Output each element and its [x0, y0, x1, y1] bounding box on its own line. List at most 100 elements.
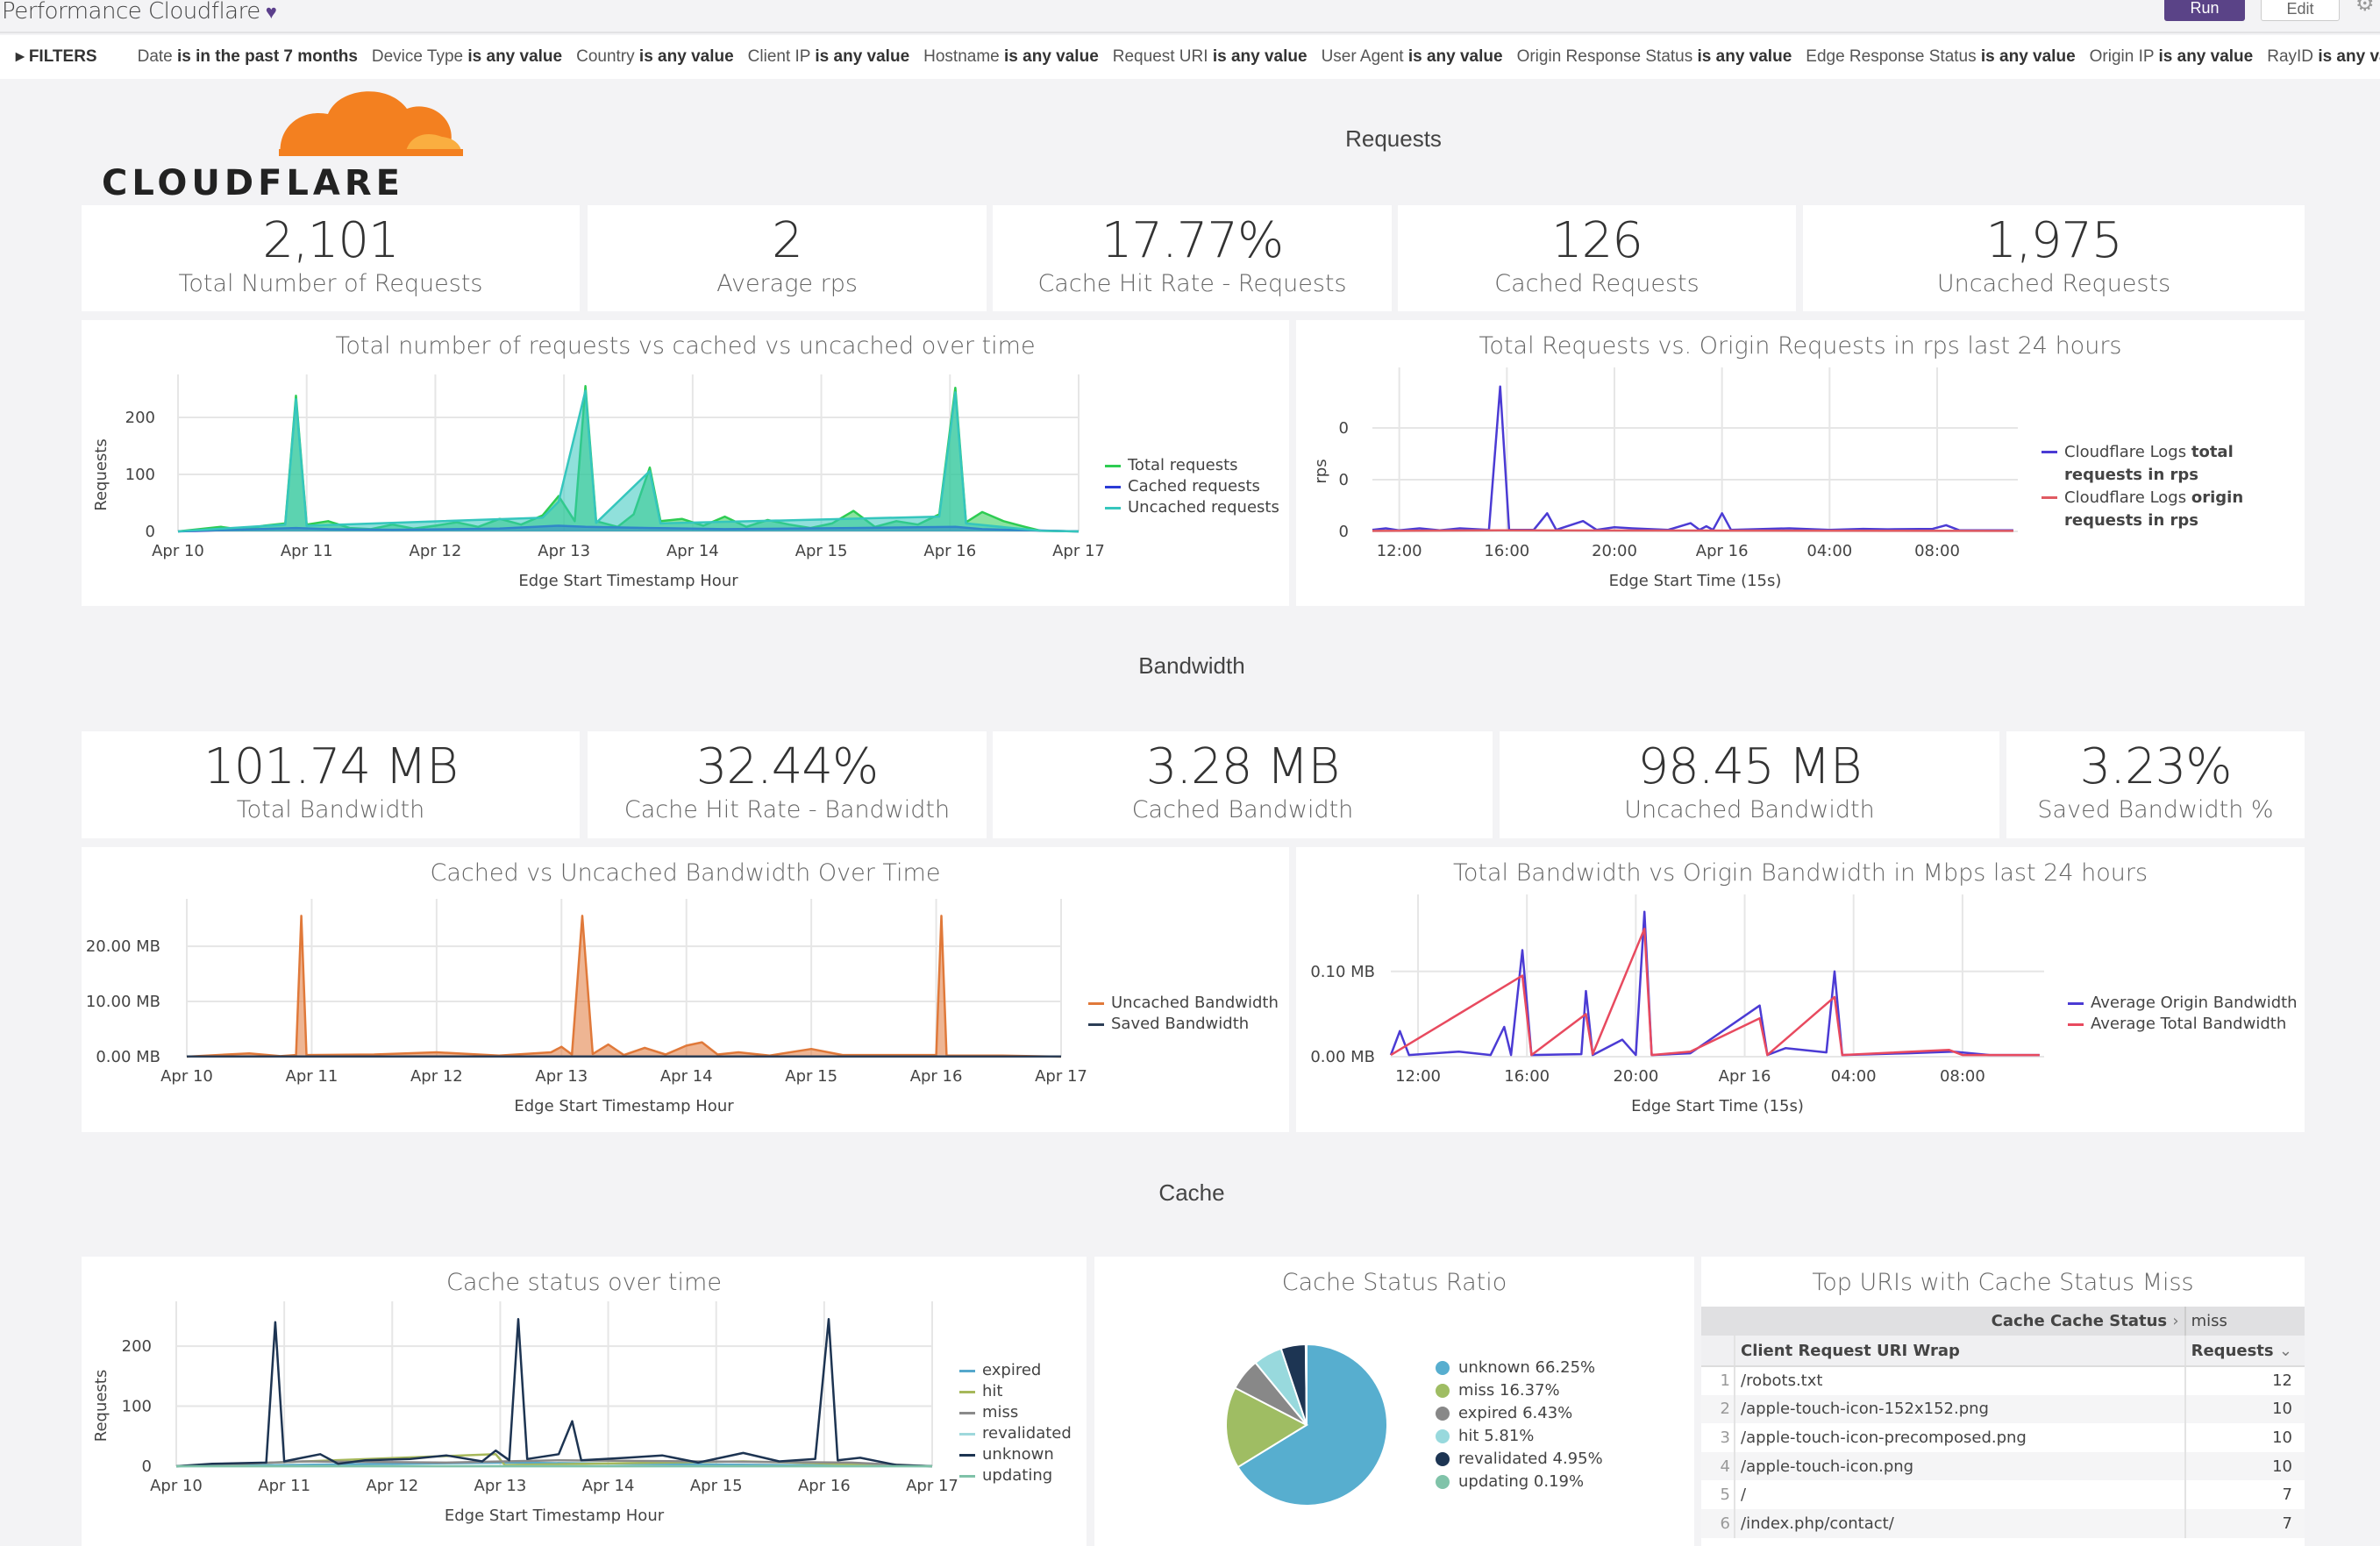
kpi-label: Cached Requests	[1398, 270, 1796, 297]
filter-chip[interactable]: Date is in the past 7 months	[138, 47, 358, 66]
kpi-value: 3.28 MB	[993, 738, 1493, 795]
top-uris-table-card: Top URIs with Cache Status Miss Cache Ca…	[1701, 1257, 2305, 1546]
chart-legend: Cloudflare Logs total requests in rps Cl…	[2042, 441, 2270, 532]
filter-field: Date	[138, 47, 173, 66]
kpi-value: 1,975	[1803, 212, 2305, 269]
kpi-value: 3.23%	[2006, 738, 2305, 795]
legend-item-expired[interactable]: expired 6.43%	[1436, 1402, 1603, 1425]
filter-chip[interactable]: Client IP is any value	[748, 47, 909, 66]
legend-item-total-bandwidth[interactable]: Average Total Bandwidth	[2068, 1014, 2298, 1035]
filter-chip[interactable]: Country is any value	[576, 47, 734, 66]
legend-item-hit[interactable]: hit	[959, 1381, 1072, 1402]
table-title: Top URIs with Cache Status Miss	[1701, 1269, 2305, 1296]
edit-button[interactable]: Edit	[2261, 0, 2340, 21]
filter-chip[interactable]: RayID is any valu...	[2267, 47, 2380, 66]
filter-condition: is any value	[1213, 47, 1308, 66]
gear-icon[interactable]: ⚙	[2355, 0, 2375, 17]
legend-item-revalidated[interactable]: revalidated	[959, 1423, 1072, 1444]
row-number: 5	[1701, 1480, 1735, 1509]
y-tick-label: 0	[1339, 419, 1349, 438]
legend-dot	[1436, 1475, 1450, 1489]
x-tick-label: Apr 10	[160, 1067, 213, 1086]
x-tick-label: 12:00	[1395, 1067, 1441, 1086]
kpi-value: 32.44%	[588, 738, 987, 795]
y-tick-label: 200	[125, 409, 155, 427]
heart-icon[interactable]: ♥	[266, 2, 277, 24]
series-unknown	[176, 1319, 932, 1466]
filter-chip[interactable]: Origin IP is any value	[2090, 47, 2254, 66]
filters-label: FILTERS	[29, 47, 97, 66]
x-tick-label: Apr 14	[666, 542, 719, 560]
legend-item-uncached-requests[interactable]: Uncached requests	[1105, 497, 1279, 518]
chart-bandwidth-over-time: Cached vs Uncached Bandwidth Over Time A…	[82, 847, 1289, 1132]
chart-legend: Uncached Bandwidth Saved Bandwidth	[1088, 993, 1279, 1035]
kpi-value: 98.45 MB	[1500, 738, 1999, 795]
legend-item-miss[interactable]: miss 16.37%	[1436, 1379, 1603, 1402]
filter-chip[interactable]: User Agent is any value	[1322, 47, 1503, 66]
table-row[interactable]: 5/7	[1701, 1480, 2305, 1509]
x-tick-label: Apr 11	[286, 1067, 338, 1086]
legend-item-updating[interactable]: updating 0.19%	[1436, 1471, 1603, 1493]
pie-slice-updating[interactable]	[1306, 1344, 1307, 1425]
x-tick-label: Apr 16	[923, 542, 976, 560]
x-tick-label: 16:00	[1504, 1067, 1550, 1086]
filters-toggle[interactable]: ▸ FILTERS	[16, 47, 97, 66]
y-tick-label: 0	[142, 1457, 152, 1476]
legend-item-unknown[interactable]: unknown 66.25%	[1436, 1357, 1603, 1379]
row-number: 2	[1701, 1395, 1735, 1424]
requests-cell: 7	[2185, 1480, 2305, 1509]
run-button[interactable]: Run	[2164, 0, 2245, 21]
kpi-value: 101.74 MB	[82, 738, 580, 795]
legend-item-updating[interactable]: updating	[959, 1465, 1072, 1486]
x-tick-label: Apr 14	[582, 1477, 635, 1495]
legend-item-unknown[interactable]: unknown	[959, 1444, 1072, 1465]
legend-label: unknown	[982, 1444, 1054, 1465]
filter-chip[interactable]: Request URI is any value	[1113, 47, 1308, 66]
filter-chip[interactable]: Hostname is any value	[923, 47, 1099, 66]
x-tick-label: Apr 16	[1719, 1067, 1771, 1086]
caret-right-icon: ▸	[16, 47, 25, 66]
kpi-value: 126	[1398, 212, 1796, 269]
x-tick-label: Apr 15	[690, 1477, 743, 1495]
x-tick-label: 16:00	[1484, 542, 1529, 560]
x-axis-title: Edge Start Timestamp Hour	[445, 1507, 665, 1525]
column-header-uri[interactable]: Client Request URI Wrap	[1735, 1336, 2185, 1366]
legend-item-hit[interactable]: hit 5.81%	[1436, 1425, 1603, 1448]
legend-item-miss[interactable]: miss	[959, 1402, 1072, 1423]
legend-item-origin-rps[interactable]: Cloudflare Logs origin requests in rps	[2042, 487, 2270, 532]
filter-chip[interactable]: Origin Response Status is any value	[1517, 47, 1792, 66]
legend-item-origin-bandwidth[interactable]: Average Origin Bandwidth	[2068, 993, 2298, 1014]
filter-field: Origin IP	[2090, 47, 2155, 66]
column-header-requests[interactable]: Requests ⌄	[2185, 1336, 2305, 1366]
legend-item-uncached-bandwidth[interactable]: Uncached Bandwidth	[1088, 993, 1279, 1014]
kpi-label: Cached Bandwidth	[993, 796, 1493, 823]
section-heading-requests: Requests	[1218, 125, 1569, 153]
filter-chip[interactable]: Device Type is any value	[372, 47, 562, 66]
table-row[interactable]: 6/index.php/contact/7	[1701, 1509, 2305, 1538]
legend-item-total-requests[interactable]: Total requests	[1105, 455, 1279, 476]
legend-item-expired[interactable]: expired	[959, 1360, 1072, 1381]
legend-item-revalidated[interactable]: revalidated 4.95%	[1436, 1448, 1603, 1471]
filter-chip[interactable]: Edge Response Status is any value	[1806, 47, 2075, 66]
legend-label: updating 0.19%	[1458, 1471, 1584, 1493]
legend-label: hit 5.81%	[1458, 1425, 1534, 1448]
series-uncached-bandwidth	[187, 915, 1061, 1057]
x-axis-title: Edge Start Time (15s)	[1631, 1097, 1804, 1115]
uri-cell: /index.php/contact/	[1735, 1509, 2185, 1538]
legend-item-cached-requests[interactable]: Cached requests	[1105, 476, 1279, 497]
filter-condition: is in the past 7 months	[177, 47, 358, 66]
legend-item-total-rps[interactable]: Cloudflare Logs total requests in rps	[2042, 441, 2270, 487]
legend-dot	[1436, 1384, 1450, 1398]
legend-item-saved-bandwidth[interactable]: Saved Bandwidth	[1088, 1014, 1279, 1035]
cloudflare-logo: CLOUDFLARE	[98, 82, 467, 198]
y-axis-title: Requests	[92, 1370, 110, 1443]
legend-label: Cached requests	[1128, 476, 1260, 497]
